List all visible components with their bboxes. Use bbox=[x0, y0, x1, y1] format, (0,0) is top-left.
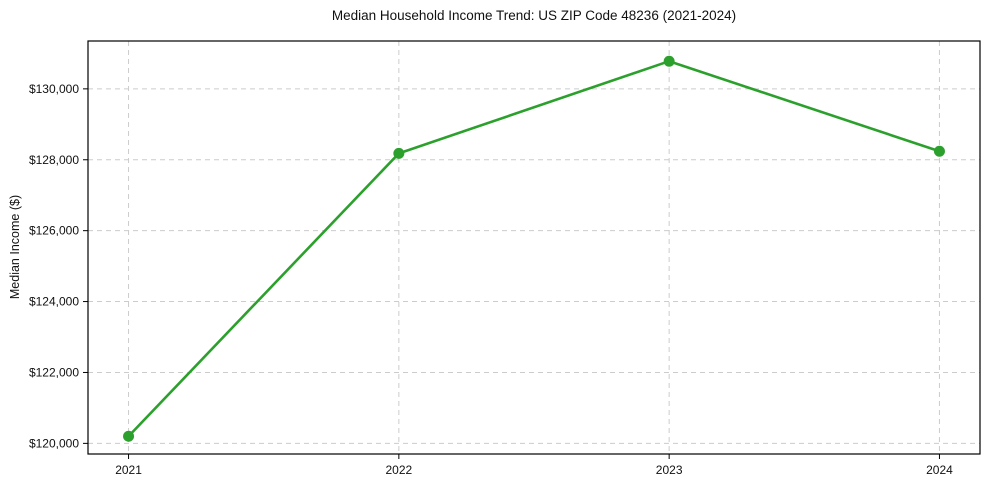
data-point-marker bbox=[123, 430, 135, 442]
y-tick-label: $122,000 bbox=[29, 365, 79, 379]
y-tick-label: $120,000 bbox=[29, 436, 79, 450]
y-tick-label: $126,000 bbox=[29, 224, 79, 238]
x-tick-label: 2023 bbox=[656, 463, 683, 477]
x-tick-label: 2022 bbox=[385, 463, 412, 477]
chart-title: Median Household Income Trend: US ZIP Co… bbox=[331, 8, 737, 23]
plot-border bbox=[87, 40, 981, 455]
y-tick-label: $124,000 bbox=[29, 295, 79, 309]
data-point-marker bbox=[933, 145, 945, 157]
y-tick-label: $130,000 bbox=[29, 82, 79, 96]
data-point-marker bbox=[393, 147, 405, 159]
data-point-marker bbox=[663, 55, 675, 67]
x-tick-label: 2021 bbox=[115, 463, 142, 477]
trend-line bbox=[127, 59, 941, 438]
y-tick-label: $128,000 bbox=[29, 153, 79, 167]
x-tick-label: 2024 bbox=[926, 463, 953, 477]
